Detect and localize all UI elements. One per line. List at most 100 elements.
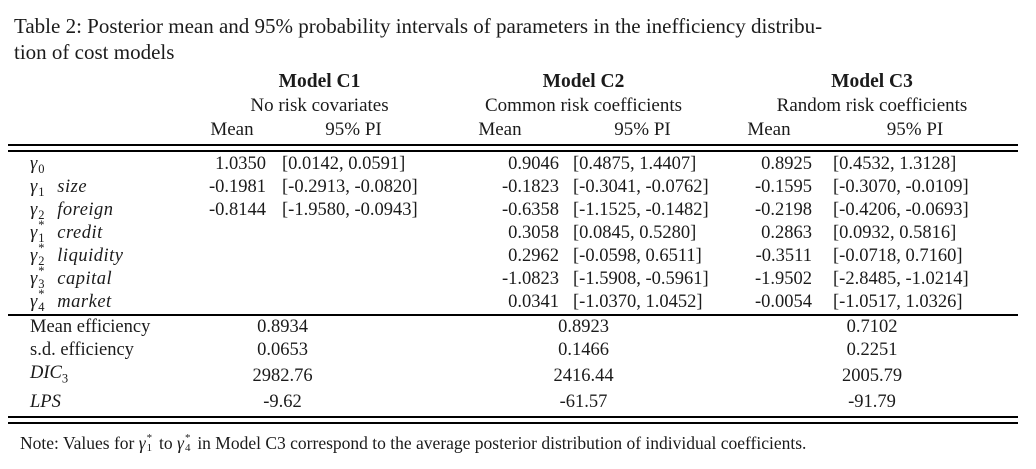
gamma-subscript: 0 bbox=[38, 162, 45, 176]
c1-mean-value: -0.1981 bbox=[208, 177, 266, 197]
param-label: γ * 2 liquidity bbox=[8, 241, 198, 268]
c1-pi-header: 95% PI bbox=[325, 119, 382, 140]
c3-summary-value: 0.2251 bbox=[846, 340, 898, 360]
empty-cell bbox=[8, 118, 198, 142]
model-c2-subtitle: Common risk coefficients bbox=[484, 95, 682, 116]
gamma-subscript: 1 bbox=[38, 185, 45, 199]
covariate-name: foreign bbox=[57, 200, 114, 220]
c1-pi-value: [-1.9580, -0.0943] bbox=[282, 200, 418, 220]
c2-mean-value: 0.3058 bbox=[508, 223, 559, 243]
c2-mean-value: -0.6358 bbox=[501, 200, 559, 220]
c2-mean-value: -1.0823 bbox=[501, 269, 559, 289]
c3-summary-value: -91.79 bbox=[848, 391, 896, 412]
c1-pi-value: [-0.2913, -0.0820] bbox=[282, 177, 418, 197]
c2-pi-value: [-1.0370, 1.0452] bbox=[573, 292, 703, 312]
summary-label: LPS bbox=[30, 391, 61, 412]
c1-pi-value bbox=[266, 245, 441, 268]
c3-mean-value: -1.9502 bbox=[754, 269, 812, 289]
param-label: γ 1 size bbox=[8, 176, 198, 199]
param-row-gamma2star-liquidity: γ * 2 liquidity 0.2962 [-0.0598, 0.6511] -0… bbox=[8, 241, 1018, 268]
summary-row-lps: LPS -9.62 -61.57 -91.79 bbox=[8, 391, 1018, 414]
c2-pi-value: [-0.0598, 0.6511] bbox=[573, 246, 702, 266]
model-c1-header: Model C1 bbox=[278, 71, 361, 92]
gamma-symbol: γ bbox=[30, 269, 38, 289]
table-header: Model C1 Model C2 Model C3 No risk covar… bbox=[8, 70, 1018, 153]
model-c3-subtitle: Random risk coefficients bbox=[776, 95, 968, 116]
c1-mean-value bbox=[198, 291, 266, 314]
param-row-gamma4star-market: γ * 4 market 0.0341 [-1.0370, 1.0452] -0.00… bbox=[8, 287, 1018, 314]
model-subtitles-row: No risk covariates Common risk coefficie… bbox=[8, 94, 1018, 118]
c1-summary-value: -9.62 bbox=[263, 391, 302, 412]
c1-mean-header: Mean bbox=[210, 119, 254, 140]
c3-pi-value: [0.4532, 1.3128] bbox=[833, 154, 957, 174]
summary-label: s.d. efficiency bbox=[30, 340, 134, 360]
c2-mean-value: -0.1823 bbox=[501, 177, 559, 197]
c3-mean-value: 0.8925 bbox=[761, 154, 812, 174]
caption-line-1: Table 2: Posterior mean and 95% probabil… bbox=[14, 14, 823, 38]
c2-pi-value: [0.4875, 1.4407] bbox=[573, 154, 697, 174]
c3-mean-value: -0.3511 bbox=[755, 246, 812, 266]
gamma-supsub: * 2 bbox=[38, 241, 45, 268]
c2-mean-header: Mean bbox=[478, 119, 522, 140]
empty-cell bbox=[8, 94, 198, 118]
c3-pi-value: [-0.0718, 0.7160] bbox=[833, 246, 963, 266]
c3-mean-header: Mean bbox=[747, 119, 791, 140]
c1-pi-value bbox=[266, 222, 441, 245]
c3-mean-value: -0.2198 bbox=[754, 200, 812, 220]
gamma-supsub: * 4 bbox=[38, 287, 45, 314]
c1-mean-value bbox=[198, 268, 266, 291]
gamma-supsub: * 3 bbox=[38, 264, 45, 291]
c3-pi-value: [-0.4206, -0.0693] bbox=[833, 200, 969, 220]
c3-pi-value: [-0.3070, -0.0109] bbox=[833, 177, 969, 197]
gamma-symbol: γ bbox=[30, 154, 38, 174]
c2-summary-value: 2416.44 bbox=[553, 365, 614, 386]
c2-mean-value: 0.0341 bbox=[508, 292, 559, 312]
c3-pi-header: 95% PI bbox=[886, 119, 944, 140]
param-row-gamma3star-capital: γ * 3 capital -1.0823 [-1.5908, -0.5961] -1… bbox=[8, 264, 1018, 291]
model-c2-header: Model C2 bbox=[542, 71, 625, 92]
model-c1-subtitle: No risk covariates bbox=[250, 95, 389, 116]
c1-pi-value: [0.0142, 0.0591] bbox=[282, 154, 406, 174]
c2-pi-value: [-1.1525, -0.1482] bbox=[573, 200, 709, 220]
c3-summary-value: 2005.79 bbox=[841, 365, 903, 386]
c2-pi-value: [0.0845, 0.5280] bbox=[573, 223, 697, 243]
model-c3-header: Model C3 bbox=[831, 71, 913, 92]
covariate-name: market bbox=[57, 292, 112, 312]
c1-pi-value bbox=[266, 291, 441, 314]
summary-row-mean-efficiency: Mean efficiency 0.8934 0.8923 0.7102 bbox=[8, 316, 1018, 339]
c1-summary-value: 0.8934 bbox=[257, 317, 308, 337]
gamma-symbol: γ bbox=[138, 432, 146, 453]
gamma-symbol: γ bbox=[30, 200, 38, 220]
c1-mean-value bbox=[198, 245, 266, 268]
c3-mean-value: -0.1595 bbox=[754, 177, 812, 197]
param-row-gamma1-size: γ 1 size -0.1981 [-0.2913, -0.0820] -0.182… bbox=[8, 176, 1018, 199]
c3-pi-value: [0.0932, 0.5816] bbox=[833, 223, 957, 243]
c2-summary-value: -61.57 bbox=[559, 391, 608, 412]
c2-summary-value: 0.1466 bbox=[558, 340, 609, 360]
c2-mean-value: 0.2962 bbox=[508, 246, 559, 266]
dic-subscript: 3 bbox=[61, 371, 69, 386]
covariate-name: liquidity bbox=[57, 246, 124, 266]
column-headers-row: Mean 95% PI Mean 95% PI Mean 95% PI bbox=[8, 118, 1018, 142]
gamma-subscript: 2 bbox=[38, 208, 45, 222]
c3-pi-value: [-1.0517, 1.0326] bbox=[833, 292, 963, 312]
param-label: γ 2 foreign bbox=[8, 199, 198, 222]
covariate-name: credit bbox=[57, 223, 103, 243]
c2-mean-value: 0.9046 bbox=[508, 154, 559, 174]
empty-cell bbox=[8, 70, 198, 94]
table-note: Note: Values for γ * 1 to γ * 4 in Model C3 … bbox=[20, 431, 807, 454]
summary-label: DIC3 bbox=[30, 363, 69, 386]
param-label: γ * 3 capital bbox=[8, 264, 198, 291]
c1-mean-value: -0.8144 bbox=[208, 200, 266, 220]
summary-row-sd-efficiency: s.d. efficiency 0.0653 0.1466 0.2251 bbox=[8, 339, 1018, 362]
c2-pi-value: [-1.5908, -0.5961] bbox=[573, 269, 709, 289]
gamma-symbol: γ bbox=[30, 223, 38, 243]
covariate-name: size bbox=[57, 177, 88, 197]
caption-line-2: tion of cost models bbox=[14, 40, 175, 64]
summary-label: Mean efficiency bbox=[30, 317, 151, 337]
summary-rows: Mean efficiency 0.8934 0.8923 0.7102 s.d… bbox=[8, 316, 1018, 425]
single-rule bbox=[8, 314, 1018, 316]
